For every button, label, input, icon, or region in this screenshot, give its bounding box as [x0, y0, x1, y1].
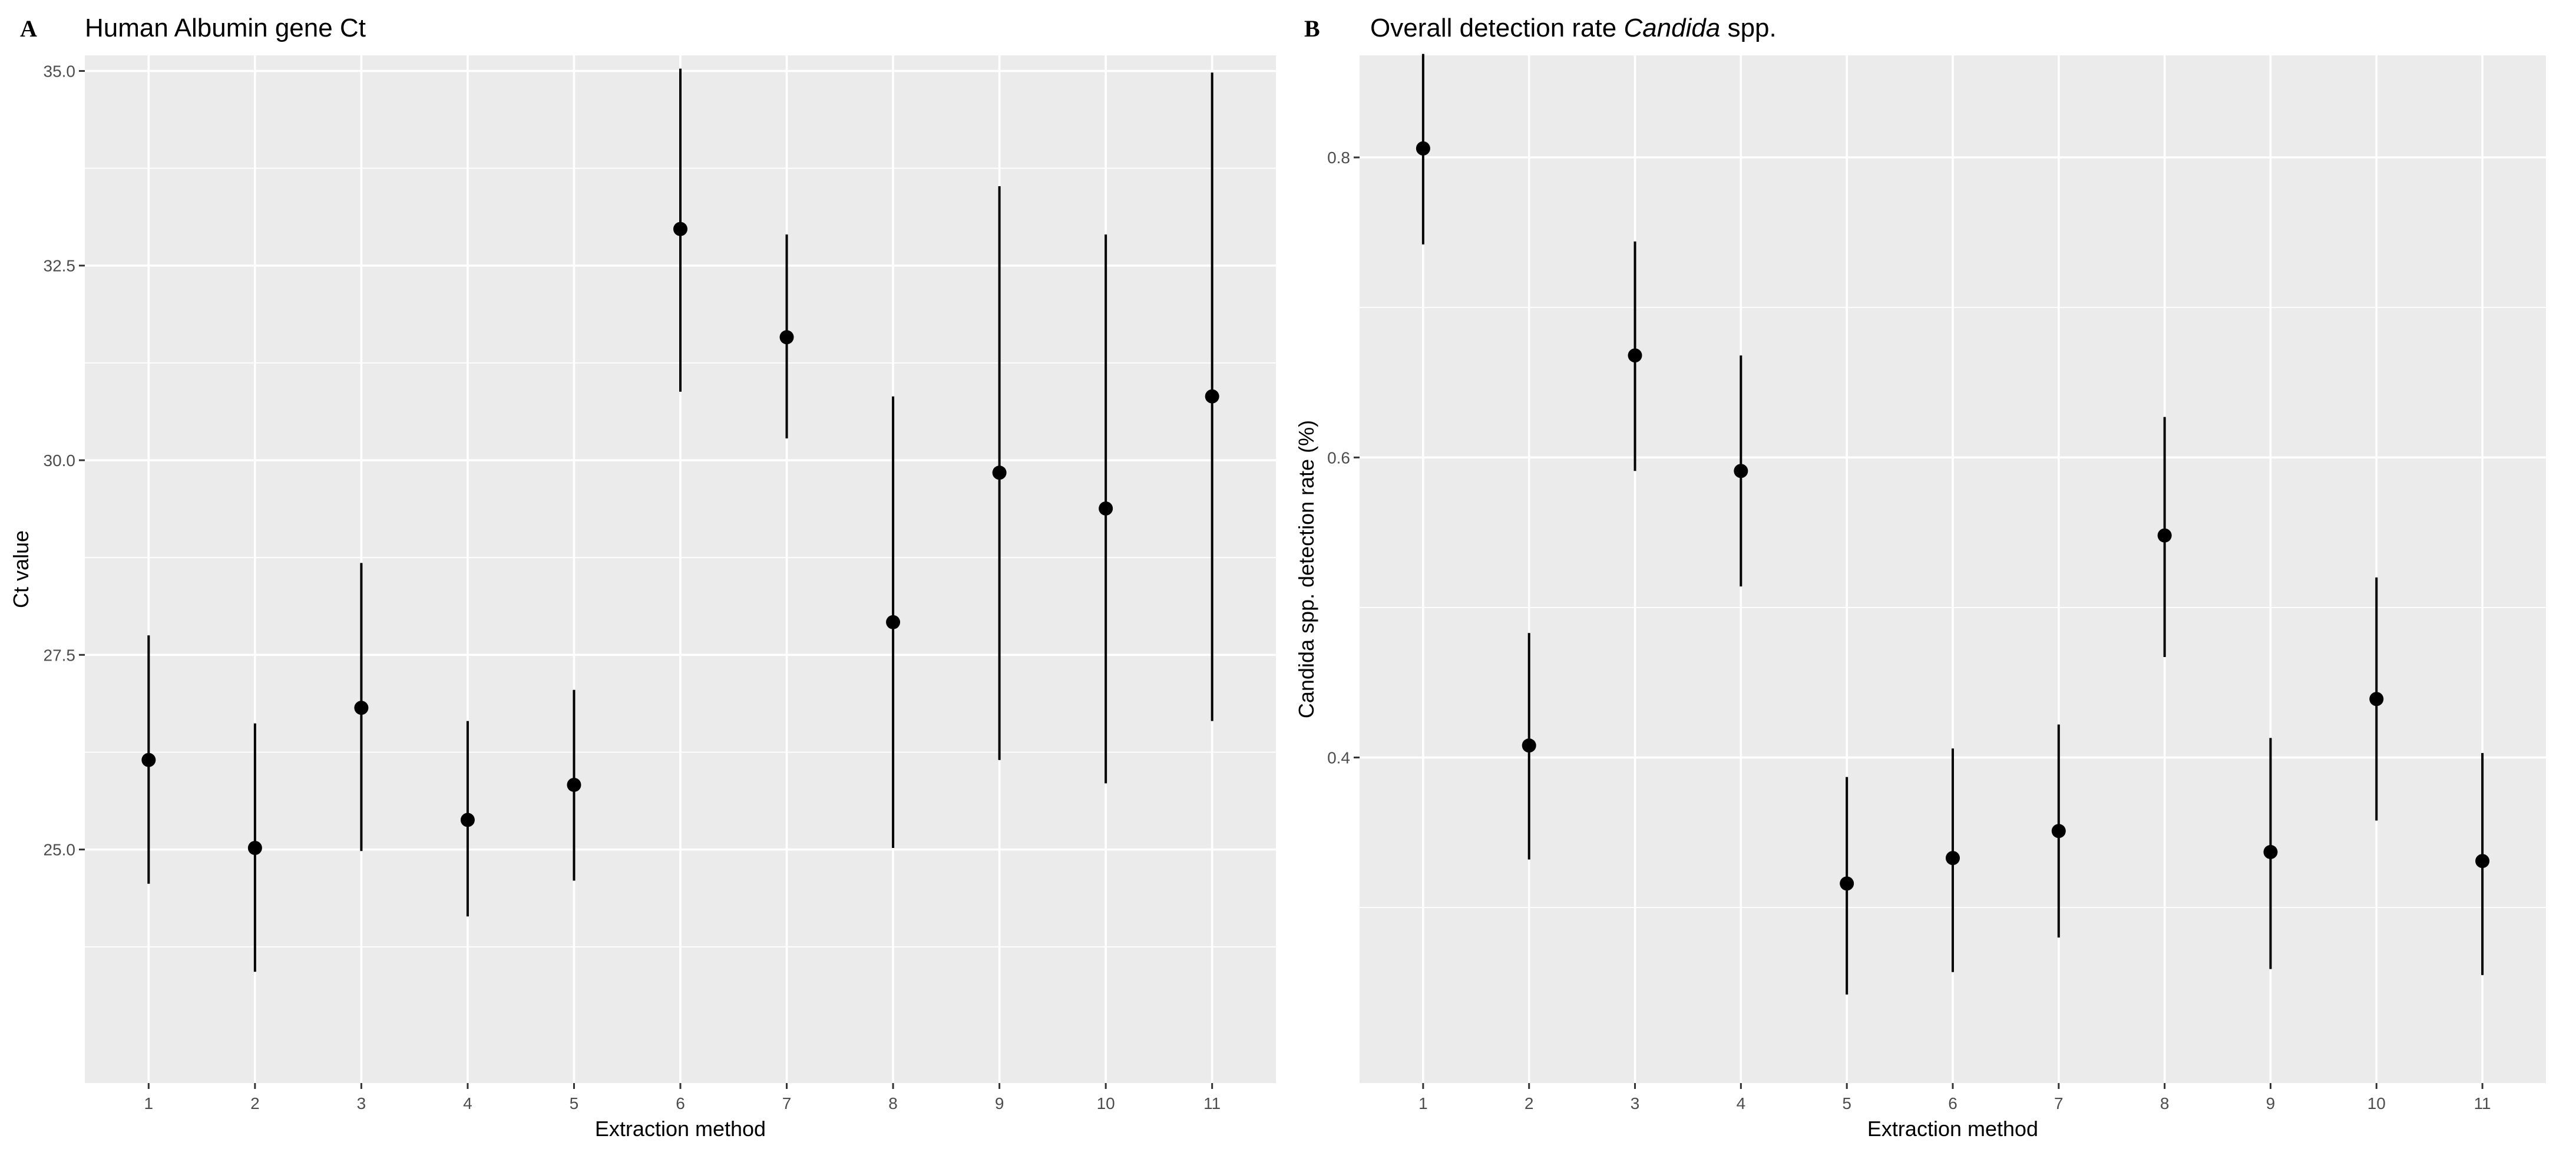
panel-a-point [673, 222, 687, 236]
panel-b-x-ticks: 1 2 3 4 5 6 7 8 9 10 11 [1418, 1083, 2491, 1113]
panel-a-x-tick-label: 7 [782, 1094, 792, 1113]
panel-b-point [1416, 141, 1430, 156]
panel-b-x-tick-label: 1 [1418, 1094, 1428, 1113]
panel-a-point [354, 701, 369, 715]
panel-b: B Overall detection rate Candida spp. 0.… [1294, 14, 2546, 1141]
panel-b-x-tick-label: 7 [2054, 1094, 2064, 1113]
panel-a-x-tick-label: 5 [570, 1094, 579, 1113]
panel-a-y-tick-label: 35.0 [44, 62, 76, 80]
panel-a-y-tick-label: 30.0 [44, 451, 76, 470]
panel-b-y-tick-label: 0.8 [1327, 148, 1350, 167]
panel-a-letter: A [20, 15, 37, 42]
panel-a-point [567, 777, 581, 792]
panel-a-point [779, 330, 794, 345]
panel-b-x-tick-label: 6 [1948, 1094, 1957, 1113]
panel-b-y-ticks: 0.4 0.6 0.8 [1327, 148, 1360, 767]
panel-b-title-suffix: spp. [1720, 14, 1776, 42]
panel-a-x-axis-title: Extraction method [595, 1117, 766, 1141]
panel-b-point [2475, 854, 2490, 869]
panel-a-x-tick-label: 1 [144, 1094, 154, 1113]
panel-b-x-tick-label: 2 [1525, 1094, 1534, 1113]
panel-a-point [992, 466, 1007, 480]
panel-b-point [1734, 464, 1748, 478]
panel-a-x-tick-label: 9 [995, 1094, 1004, 1113]
panel-b-x-tick-label: 8 [2160, 1094, 2170, 1113]
panel-b-x-tick-label: 4 [1737, 1094, 1746, 1113]
panel-a-y-axis-title: Ct value [9, 530, 33, 608]
panel-b-letter: B [1304, 15, 1320, 42]
panel-a-x-tick-label: 8 [888, 1094, 898, 1113]
panel-a-point [141, 752, 156, 767]
panel-a-title: Human Albumin gene Ct [85, 14, 366, 42]
panel-a-x-tick-label: 4 [463, 1094, 472, 1113]
panel-b-point [2369, 692, 2384, 707]
panel-b-point [1840, 876, 1854, 891]
panel-a-x-tick-label: 10 [1097, 1094, 1115, 1113]
panel-b-x-tick-label: 3 [1631, 1094, 1640, 1113]
panel-b-x-tick-label: 11 [2474, 1094, 2491, 1113]
panel-b-point [1522, 738, 1536, 753]
panel-b-point [1628, 348, 1642, 363]
panel-a-x-tick-label: 6 [676, 1094, 685, 1113]
panel-a: A Human Albumin gene Ct 25.0 27.5 30.0 32.5… [9, 14, 1276, 1141]
panel-b-x-tick-label: 9 [2266, 1094, 2276, 1113]
panel-a-point [247, 840, 262, 855]
panel-b-x-tick-label: 10 [2367, 1094, 2386, 1113]
panel-a-point [460, 813, 475, 827]
panel-b-title-prefix: Overall detection rate [1370, 14, 1623, 42]
panel-b-point [1946, 851, 1960, 866]
panel-b-title-italic: Candida [1623, 14, 1720, 42]
panel-b-x-axis-title: Extraction method [1867, 1117, 2038, 1141]
panel-a-x-ticks: 1 2 3 4 5 6 7 8 9 10 11 [144, 1083, 1221, 1113]
panel-b-y-axis-title: Candida spp. detection rate (%) [1294, 420, 1318, 718]
panel-b-title: Overall detection rate Candida spp. [1370, 14, 1777, 42]
panel-b-point [2157, 528, 2172, 543]
panel-a-marks [141, 68, 1219, 972]
panel-a-x-tick-label: 3 [357, 1094, 366, 1113]
panel-b-point [2051, 824, 2066, 839]
panel-b-marks [1416, 54, 2490, 995]
panel-a-x-tick-label: 11 [1203, 1094, 1221, 1113]
panel-a-y-tick-label: 32.5 [44, 257, 76, 275]
panel-a-x-tick-label: 2 [250, 1094, 260, 1113]
panel-a-y-tick-label: 25.0 [44, 841, 76, 859]
panel-b-y-tick-label: 0.4 [1327, 749, 1350, 767]
panel-a-y-ticks: 25.0 27.5 30.0 32.5 35.0 [44, 62, 85, 859]
panel-a-point [1099, 501, 1113, 516]
panel-a-y-tick-label: 27.5 [44, 646, 76, 664]
panel-b-point [2263, 844, 2278, 859]
panel-b-x-tick-label: 5 [1842, 1094, 1851, 1113]
panel-a-point [1205, 389, 1219, 404]
panel-a-point [886, 615, 901, 629]
panel-b-y-tick-label: 0.6 [1327, 448, 1350, 467]
